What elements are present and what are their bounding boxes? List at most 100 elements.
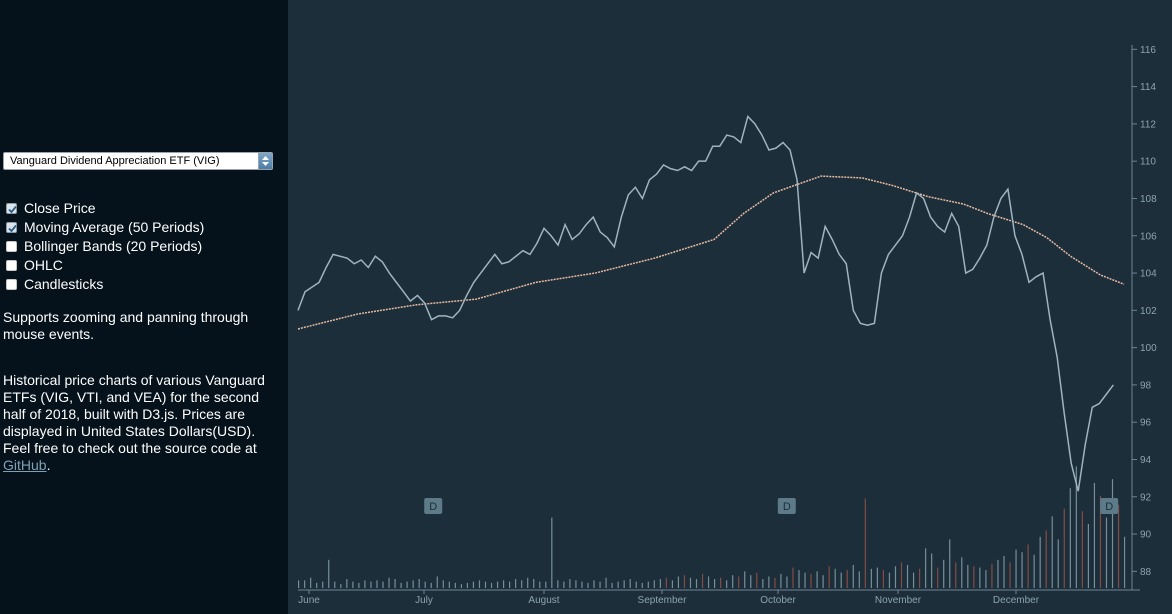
volume-bar bbox=[527, 577, 529, 588]
volume-bar bbox=[460, 584, 462, 588]
volume-bar bbox=[864, 498, 866, 588]
volume-bar bbox=[659, 579, 661, 588]
volume-bar bbox=[539, 581, 541, 588]
event-marker: D bbox=[1100, 498, 1119, 514]
volume-bar bbox=[943, 559, 945, 588]
volume-bar bbox=[720, 577, 722, 588]
volume-bar bbox=[424, 581, 426, 588]
github-link[interactable]: GitHub bbox=[3, 457, 47, 473]
volume-bar bbox=[605, 577, 607, 588]
event-label: D bbox=[783, 501, 791, 513]
y-axis: 88 90 92 94 96 98 100 102 104 106 108 110 112 114 116 bbox=[1131, 45, 1157, 590]
volume-bar bbox=[569, 579, 571, 588]
volume-bar bbox=[955, 562, 957, 588]
y-tick-label: 104 bbox=[1140, 269, 1157, 280]
x-tick-label: July bbox=[415, 595, 433, 606]
volume-bar bbox=[316, 582, 318, 588]
y-tick-label: 88 bbox=[1140, 567, 1152, 578]
volume-bar bbox=[472, 581, 475, 588]
close-price-label: Close Price bbox=[24, 200, 96, 216]
volume-bar bbox=[714, 579, 716, 588]
candlesticks-label: Candlesticks bbox=[24, 276, 104, 292]
y-tick-label: 112 bbox=[1140, 119, 1156, 130]
volume-bar bbox=[1087, 524, 1089, 588]
ohlc-label: OHLC bbox=[24, 257, 63, 273]
x-tick-label: November bbox=[875, 595, 922, 606]
y-tick-label: 98 bbox=[1140, 380, 1152, 391]
moving-average-checkbox[interactable] bbox=[6, 221, 17, 233]
volume-bar bbox=[973, 566, 975, 588]
y-tick-label: 92 bbox=[1140, 492, 1152, 503]
etf-select-value: Vanguard Dividend Appreciation ETF (VIG) bbox=[10, 155, 220, 167]
volume-bar bbox=[382, 581, 384, 588]
volume-bar bbox=[388, 577, 390, 588]
close-price-checkbox[interactable] bbox=[6, 202, 17, 214]
volume-bar bbox=[677, 576, 680, 588]
option-candlesticks[interactable]: Candlesticks bbox=[6, 276, 103, 292]
volume-bar bbox=[1075, 466, 1077, 588]
event-marker: D bbox=[424, 498, 443, 514]
etf-select[interactable]: Vanguard Dividend Appreciation ETF (VIG) bbox=[3, 152, 273, 170]
volume-bar bbox=[521, 580, 523, 588]
option-bollinger-bands[interactable]: Bollinger Bands (20 Periods) bbox=[6, 238, 202, 254]
volume-bar bbox=[985, 570, 987, 588]
volume-bar bbox=[967, 564, 969, 588]
volume-bar bbox=[563, 581, 565, 588]
volume-bar bbox=[1093, 483, 1096, 588]
volume-bar bbox=[882, 570, 885, 588]
volume-bar bbox=[635, 581, 637, 588]
volume-bar bbox=[997, 559, 999, 588]
y-tick-label: 110 bbox=[1140, 157, 1156, 168]
volume-bar bbox=[509, 581, 511, 588]
y-tick-label: 96 bbox=[1140, 418, 1152, 429]
volume-bar bbox=[931, 553, 933, 588]
volume-bar bbox=[1045, 530, 1047, 588]
volume-bar bbox=[774, 577, 776, 588]
volume-bar bbox=[1015, 549, 1017, 588]
candlesticks-checkbox[interactable] bbox=[6, 278, 17, 290]
volume-bar bbox=[346, 579, 348, 588]
price-chart[interactable]: D D D 88 90 92 94 96 98 100 102 104 106 108 110 112 114… bbox=[288, 0, 1172, 614]
volume-bar bbox=[804, 572, 806, 588]
volume-bar bbox=[647, 581, 649, 588]
y-tick-label: 94 bbox=[1140, 455, 1152, 466]
x-tick-label: June bbox=[298, 595, 320, 606]
volume-bar bbox=[1123, 536, 1126, 588]
select-arrows-icon[interactable] bbox=[258, 153, 272, 169]
y-tick-label: 100 bbox=[1140, 343, 1157, 354]
volume-bar bbox=[334, 581, 336, 588]
volume-bar bbox=[822, 575, 824, 588]
option-moving-average[interactable]: Moving Average (50 Periods) bbox=[6, 219, 204, 235]
volume-bar bbox=[496, 581, 499, 588]
volume-bar bbox=[810, 573, 812, 588]
ohlc-checkbox[interactable] bbox=[6, 259, 17, 271]
volume-bar bbox=[1009, 562, 1011, 588]
volume-bar bbox=[418, 579, 420, 588]
volume-bar bbox=[587, 582, 589, 588]
volume-bar bbox=[593, 580, 595, 588]
volume-bar bbox=[1039, 536, 1041, 588]
moving-average-series bbox=[297, 175, 1125, 330]
volume-bar bbox=[852, 564, 854, 588]
volume-bar bbox=[1027, 544, 1029, 588]
volume-bar bbox=[617, 581, 619, 588]
option-close-price[interactable]: Close Price bbox=[6, 200, 96, 216]
x-tick-label: December bbox=[993, 595, 1040, 606]
volume-bar bbox=[991, 563, 993, 588]
bollinger-bands-checkbox[interactable] bbox=[6, 240, 17, 252]
volume-bar bbox=[400, 582, 402, 588]
volume-bar bbox=[665, 577, 667, 588]
volume-bar bbox=[1111, 479, 1114, 588]
volume-bar bbox=[394, 579, 396, 588]
description-text: Historical price charts of various Vangu… bbox=[3, 372, 275, 474]
option-ohlc[interactable]: OHLC bbox=[6, 257, 63, 273]
x-tick-label: October bbox=[760, 595, 796, 606]
volume-bar bbox=[629, 579, 631, 588]
volume-bar bbox=[701, 573, 704, 588]
close-price-line bbox=[297, 114, 1114, 492]
sidebar: Vanguard Dividend Appreciation ETF (VIG)… bbox=[0, 0, 288, 614]
volume-bar bbox=[466, 582, 469, 588]
volume-bar bbox=[364, 580, 366, 588]
volume-bar bbox=[683, 575, 686, 588]
volume-bar bbox=[840, 572, 842, 588]
